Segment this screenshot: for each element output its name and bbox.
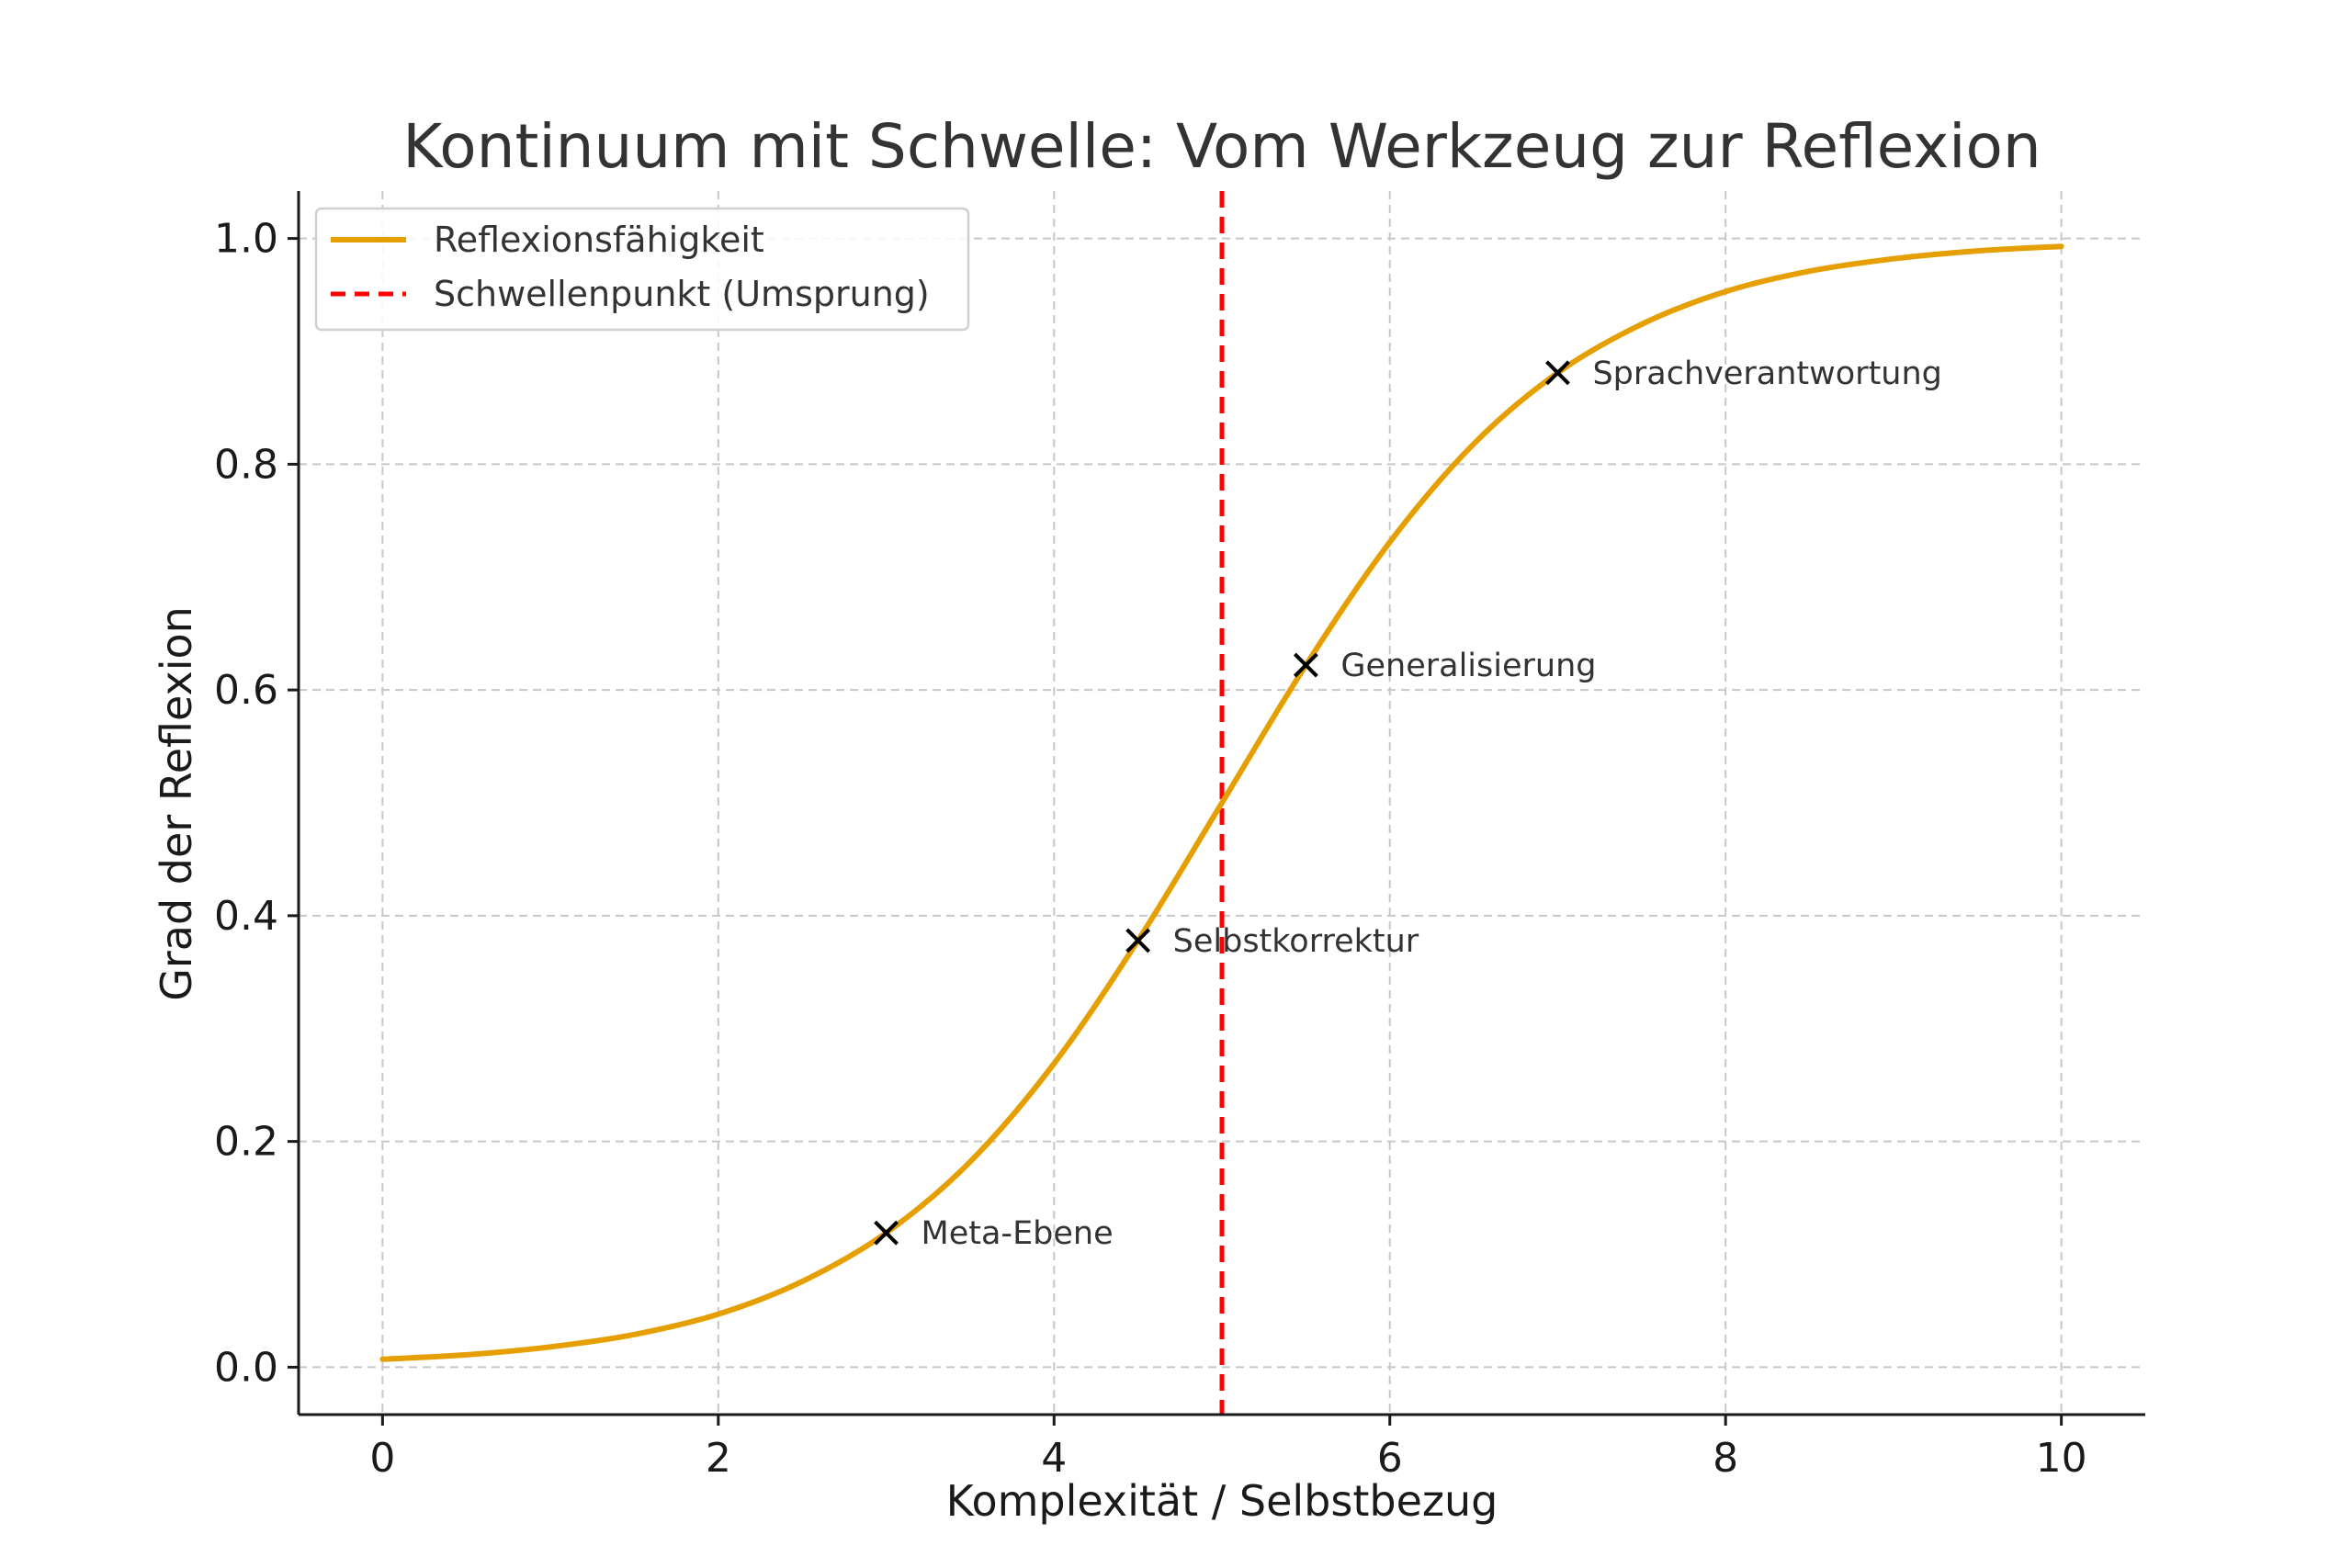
legend: Reflexionsfähigkeit Schwellenpunkt (Umsp…	[314, 207, 970, 332]
annotation-label: Sprachverantwortung	[1592, 355, 1941, 392]
x-tick-label: 2	[706, 1435, 731, 1482]
legend-label-reflexionsfaehigkeit: Reflexionsfähigkeit	[434, 220, 764, 260]
annotation-marker	[1545, 360, 1570, 386]
annotation-marker	[1125, 928, 1151, 953]
y-tick-label: 0.2	[214, 1119, 278, 1166]
y-tick-label: 1.0	[214, 216, 278, 263]
x-tick-label: 6	[1377, 1435, 1403, 1482]
x-marker-stroke	[1545, 360, 1570, 386]
x-marker-stroke	[1125, 928, 1151, 953]
x-tick-label: 8	[1713, 1435, 1738, 1482]
y-axis-label: Grad der Reflexion	[152, 606, 201, 1001]
y-tick-label: 0.4	[214, 893, 278, 940]
y-tick-label: 0.8	[214, 441, 278, 488]
annotation-label: Generalisierung	[1340, 648, 1596, 684]
y-tick-label: 0.0	[214, 1344, 278, 1391]
annotation-marker	[874, 1220, 899, 1246]
annotation-label: Selbstkorrektur	[1173, 923, 1419, 960]
tick-labels: 0 2 4 6 8 10 0.0 0.2 0.4 0.6 0.8 1.0	[214, 216, 2087, 1482]
series-line-reflexionsfaehigkeit	[379, 243, 2064, 1362]
plot-area: Meta-Ebene Selbstkorrektur Generalisierung…	[379, 191, 2064, 1415]
x-tick-label: 0	[369, 1435, 395, 1482]
x-marker-stroke	[874, 1220, 899, 1246]
legend-label-schwellenpunkt: Schwellenpunkt (Umsprung)	[434, 274, 930, 314]
axes	[288, 191, 2145, 1426]
x-tick-label: 4	[1041, 1435, 1067, 1482]
legend-box	[314, 207, 970, 332]
annotation-label: Meta-Ebene	[922, 1215, 1114, 1252]
annotation-marker	[1293, 652, 1318, 678]
y-tick-label: 0.6	[214, 667, 278, 714]
x-marker-stroke	[1293, 652, 1318, 678]
x-tick-label: 10	[2036, 1435, 2087, 1482]
chart-title: Kontinuum mit Schwelle: Vom Werkzeug zur…	[402, 111, 2041, 182]
x-axis-label: Komplexität / Selbstbezug	[946, 1476, 1498, 1526]
